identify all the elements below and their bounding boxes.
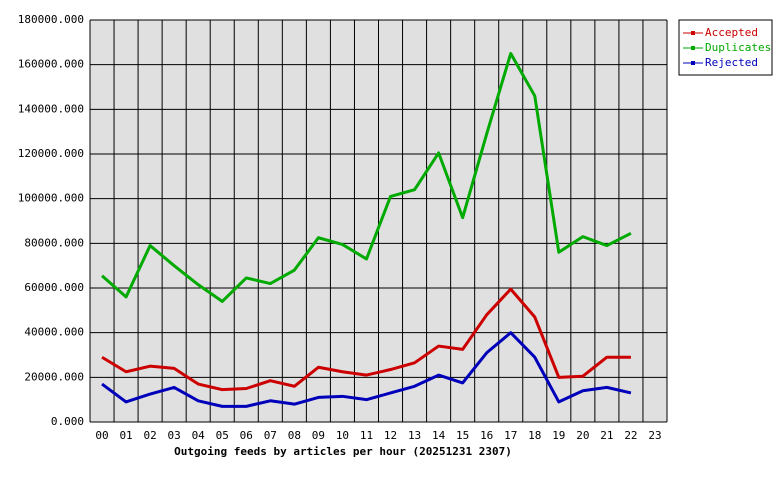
legend-marker	[691, 46, 695, 50]
x-tick-label: 20	[576, 429, 589, 442]
x-tick-label: 02	[143, 429, 156, 442]
x-tick-label: 17	[504, 429, 517, 442]
legend-label: Duplicates	[705, 41, 771, 54]
x-tick-label: 08	[288, 429, 301, 442]
y-tick-label: 180000.000	[18, 13, 84, 26]
x-tick-label: 11	[360, 429, 373, 442]
x-tick-label: 09	[312, 429, 325, 442]
y-tick-label: 20000.000	[24, 370, 84, 383]
legend-marker	[691, 31, 695, 35]
x-tick-label: 06	[240, 429, 253, 442]
y-tick-label: 160000.000	[18, 58, 84, 71]
x-tick-label: 05	[216, 429, 229, 442]
y-tick-label: 0.000	[51, 415, 84, 428]
y-tick-label: 60000.000	[24, 281, 84, 294]
x-tick-label: 13	[408, 429, 421, 442]
chart-title: Outgoing feeds by articles per hour (202…	[174, 445, 512, 458]
x-tick-label: 15	[456, 429, 469, 442]
x-tick-label: 01	[119, 429, 132, 442]
x-tick-label: 16	[480, 429, 493, 442]
y-tick-label: 80000.000	[24, 236, 84, 249]
x-tick-label: 14	[432, 429, 446, 442]
y-tick-label: 140000.000	[18, 102, 84, 115]
x-tick-label: 04	[192, 429, 206, 442]
x-tick-label: 18	[528, 429, 541, 442]
x-tick-label: 21	[600, 429, 613, 442]
y-tick-label: 40000.000	[24, 326, 84, 339]
y-tick-label: 120000.000	[18, 147, 84, 160]
x-tick-label: 00	[95, 429, 108, 442]
x-tick-label: 03	[168, 429, 181, 442]
legend-label: Rejected	[705, 56, 758, 69]
x-tick-label: 19	[552, 429, 565, 442]
legend-marker	[691, 61, 695, 65]
x-tick-label: 12	[384, 429, 397, 442]
x-tick-label: 07	[264, 429, 277, 442]
legend-label: Accepted	[705, 26, 758, 39]
x-tick-label: 23	[648, 429, 661, 442]
series-line	[101, 331, 632, 408]
series-line	[101, 287, 631, 392]
x-tick-label: 22	[624, 429, 637, 442]
y-tick-label: 100000.000	[18, 192, 84, 205]
series-line	[101, 52, 632, 303]
x-tick-label: 10	[336, 429, 349, 442]
